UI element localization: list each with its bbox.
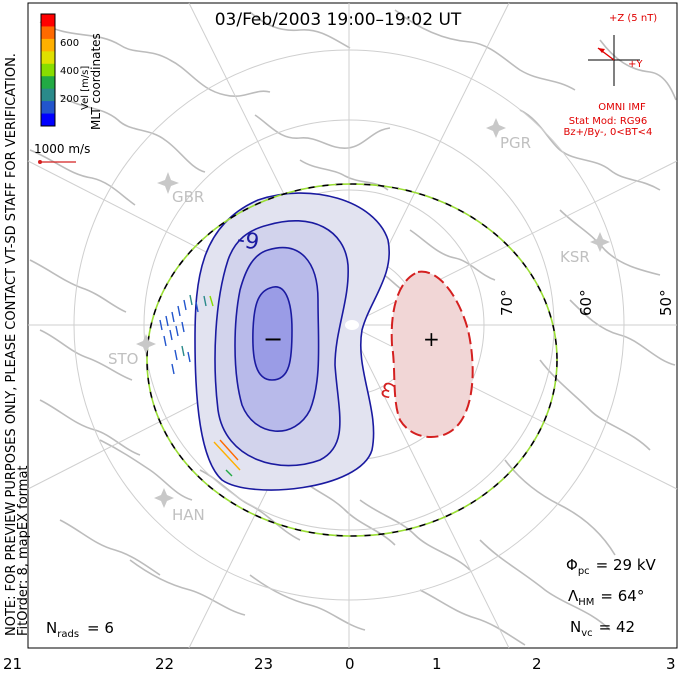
vector-scale-label: 1000 m/s — [34, 142, 90, 156]
latitude-label-50: 50° — [657, 289, 675, 316]
potential-drop-sub: pc — [578, 566, 590, 577]
colour-bar-segment — [41, 51, 55, 65]
negative-cell — [194, 192, 390, 491]
colour-bar-segment — [41, 88, 55, 102]
pole-marker — [345, 320, 359, 330]
radar-count-value: = 6 — [87, 619, 114, 637]
negative-cell-core — [252, 286, 293, 381]
potential-drop-value: = 29 kV — [596, 556, 657, 574]
positive-cell — [390, 270, 474, 439]
station-ksr: KSR — [560, 232, 610, 266]
velocity-colour-scale: 600 400 200 Vel [m/s] MLT coordinates 10… — [34, 13, 103, 164]
mlt-label-1: 1 — [432, 655, 442, 673]
imf-source: OMNI IMF — [598, 102, 646, 113]
radar-count: Nrads = 6 — [46, 619, 114, 640]
station-label-pgr: PGR — [500, 134, 531, 152]
colour-bar-segment — [41, 14, 55, 27]
imf-z-label: +Z (5 nT) — [609, 13, 657, 24]
plot-title: 03/Feb/2003 19:00–19:02 UT — [215, 10, 462, 30]
station-pgr: PGR — [486, 118, 531, 152]
vector-count-value: = 42 — [599, 618, 635, 636]
vector-count-sub: vc — [581, 628, 592, 639]
station-label-sto: STO — [108, 350, 139, 368]
coordinates-label: MLT coordinates — [89, 33, 103, 130]
latitude-label-70: 70° — [498, 289, 516, 316]
positive-center-marker: + — [423, 327, 440, 351]
coastlines — [29, 9, 677, 646]
map-statistics: Φpc = 29 kV ΛHM = 64° Nvc = 42 Nrads = 6 — [46, 556, 657, 640]
colour-bar-segment — [41, 63, 55, 77]
vector-count: Nvc = 42 — [570, 618, 635, 639]
vector-count-symbol: N — [570, 618, 581, 636]
mlt-label-23: 23 — [254, 655, 273, 673]
latitude-label-60: 60° — [577, 289, 595, 316]
mlt-label-21: 21 — [3, 655, 22, 673]
radar-count-sub: rads — [57, 629, 79, 640]
colour-bar-segment — [41, 26, 55, 40]
potential-drop-symbol: Φ — [566, 556, 578, 574]
imf-panel: +Z (5 nT) +Y OMNI IMF Stat Mod: RG96 Bz+… — [564, 13, 658, 138]
colour-bar-segment — [41, 76, 55, 90]
hmb-latitude-value: = 64° — [600, 587, 644, 605]
negative-contour-label: -9 — [235, 227, 261, 255]
mlt-label-0: 0 — [345, 655, 355, 673]
imf-condition: Bz+/By-, 0<BT<4 — [564, 127, 653, 138]
station-gbr: GBR — [157, 172, 204, 206]
station-label-han: HAN — [172, 506, 205, 524]
colour-bar-frame — [40, 13, 56, 127]
vector-scale-origin — [38, 160, 42, 164]
hmb-latitude: ΛHM = 64° — [568, 587, 644, 608]
colour-tick-400: 400 — [60, 66, 79, 77]
fit-order-note: FitOrder: 8, mapEX format — [16, 465, 31, 636]
colour-bar-segment — [41, 101, 55, 115]
colour-bar-segment — [41, 113, 55, 127]
positive-cell-fill — [390, 270, 474, 439]
velocity-vectors — [159, 294, 241, 477]
mlt-label-3: 3 — [666, 655, 676, 673]
colour-tick-600: 600 — [60, 38, 79, 49]
hmb-latitude-sub: HM — [578, 597, 594, 608]
imf-vector-head — [598, 48, 605, 53]
colour-axis-label: Vel [m/s] — [80, 66, 91, 110]
station-label-ksr: KSR — [560, 248, 590, 266]
colour-tick-200: 200 — [60, 94, 79, 105]
station-label-gbr: GBR — [172, 188, 204, 206]
mlt-label-22: 22 — [155, 655, 174, 673]
colour-bar — [41, 14, 55, 127]
heppner-maynard-boundary-green — [146, 183, 558, 537]
negative-center-marker: − — [263, 325, 283, 353]
station-han: HAN — [154, 488, 205, 524]
radar-count-symbol: N — [46, 619, 57, 637]
colour-bar-segment — [41, 38, 55, 52]
hmb-latitude-symbol: Λ — [568, 587, 579, 605]
preview-note: NOTE: FOR PREVIEW PURPOSES ONLY, PLEASE … — [4, 53, 19, 636]
stations: GBR PGR KSR STO HAN — [108, 118, 610, 524]
imf-y-label: +Y — [628, 59, 643, 70]
potential-drop: Φpc = 29 kV — [566, 556, 657, 577]
station-sto: STO — [108, 334, 156, 368]
imf-model: Stat Mod: RG96 — [569, 116, 648, 127]
mlt-axis: 21 22 23 0 1 2 3 — [3, 655, 676, 673]
mlt-label-2: 2 — [532, 655, 542, 673]
